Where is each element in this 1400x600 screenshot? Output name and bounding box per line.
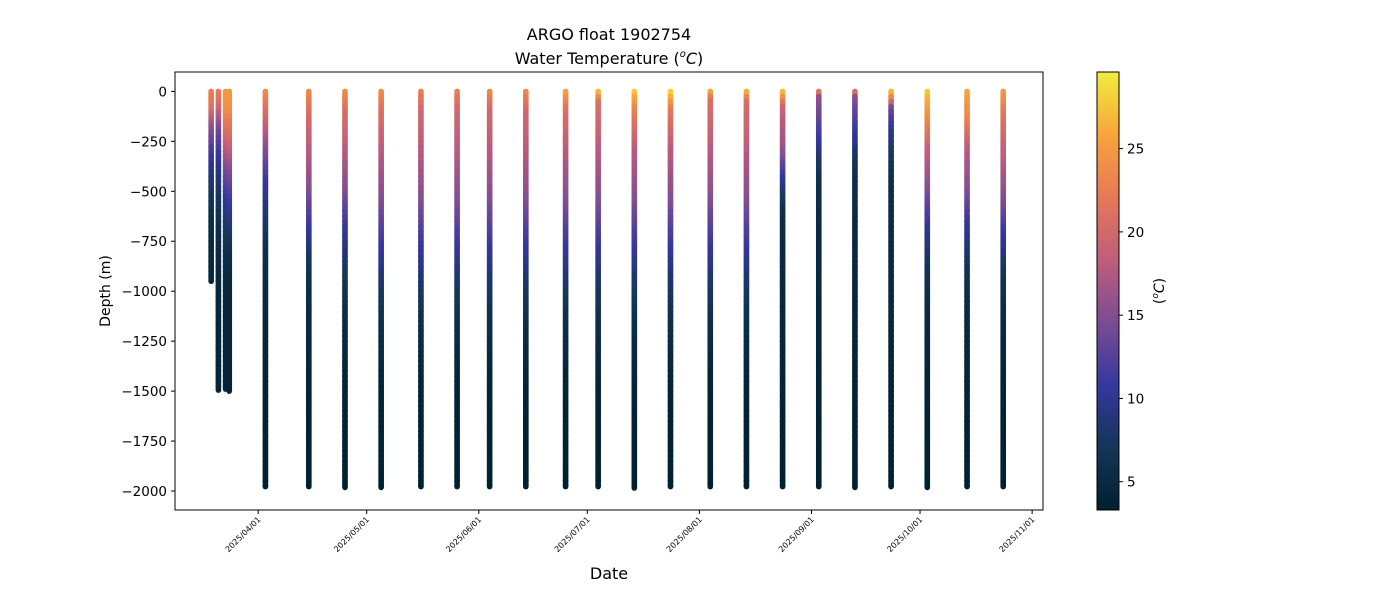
chart-subtitle-prefix: Water Temperature (: [515, 49, 680, 68]
colorbar-frame: [1096, 71, 1120, 511]
y-tick-label: −1750: [121, 434, 167, 450]
y-tick-label: −1250: [121, 334, 167, 350]
x-axis-label: Date: [590, 564, 628, 583]
colorbar-tick-label: 15: [1127, 308, 1144, 324]
colorbar-label-prefix: (: [1152, 299, 1168, 304]
y-axis-label: Depth (m): [98, 255, 114, 327]
y-tick-label: −1000: [121, 284, 167, 300]
colorbar-tick-label: 5: [1127, 475, 1136, 491]
y-tick-label: −1500: [121, 384, 167, 400]
y-tick-label: −500: [130, 184, 167, 200]
colorbar-label-sup: o: [1151, 293, 1161, 299]
plot-area: 0−250−500−750−1000−1250−1500−1750−2000 2…: [121, 71, 1044, 554]
colorbar-label-suffix: ): [1152, 278, 1168, 283]
colorbar-gradient: [1097, 72, 1119, 510]
colorbar-label-unit: C: [1152, 283, 1168, 293]
y-tick-label: −2000: [121, 484, 167, 500]
y-axis-ticks: 0 −250 −500 −750 −1000 −1250 −1500 −1750 −2000: [121, 84, 175, 500]
colorbar-ticks: 5 10 15 20 25: [1119, 142, 1144, 491]
colorbar-tick-label: 10: [1127, 391, 1144, 407]
chart-subtitle: Water Temperature (oC): [515, 49, 704, 68]
chart-title: ARGO float 1902754: [527, 25, 691, 44]
colorbar-tick-label: 20: [1127, 225, 1144, 241]
chart-subtitle-unit-sup: o: [680, 49, 686, 60]
colorbar: 5 10 15 20 25 (oC): [1096, 71, 1168, 511]
y-tick-label: −750: [130, 234, 167, 250]
y-tick-label: −250: [130, 134, 167, 150]
chart-subtitle-unit: C: [686, 49, 698, 68]
y-tick-label: 0: [158, 84, 167, 100]
colorbar-label: (oC): [1151, 278, 1168, 304]
chart-subtitle-suffix: ): [697, 49, 703, 68]
colorbar-tick-label: 25: [1127, 142, 1144, 158]
profile-series: [208, 88, 1007, 491]
